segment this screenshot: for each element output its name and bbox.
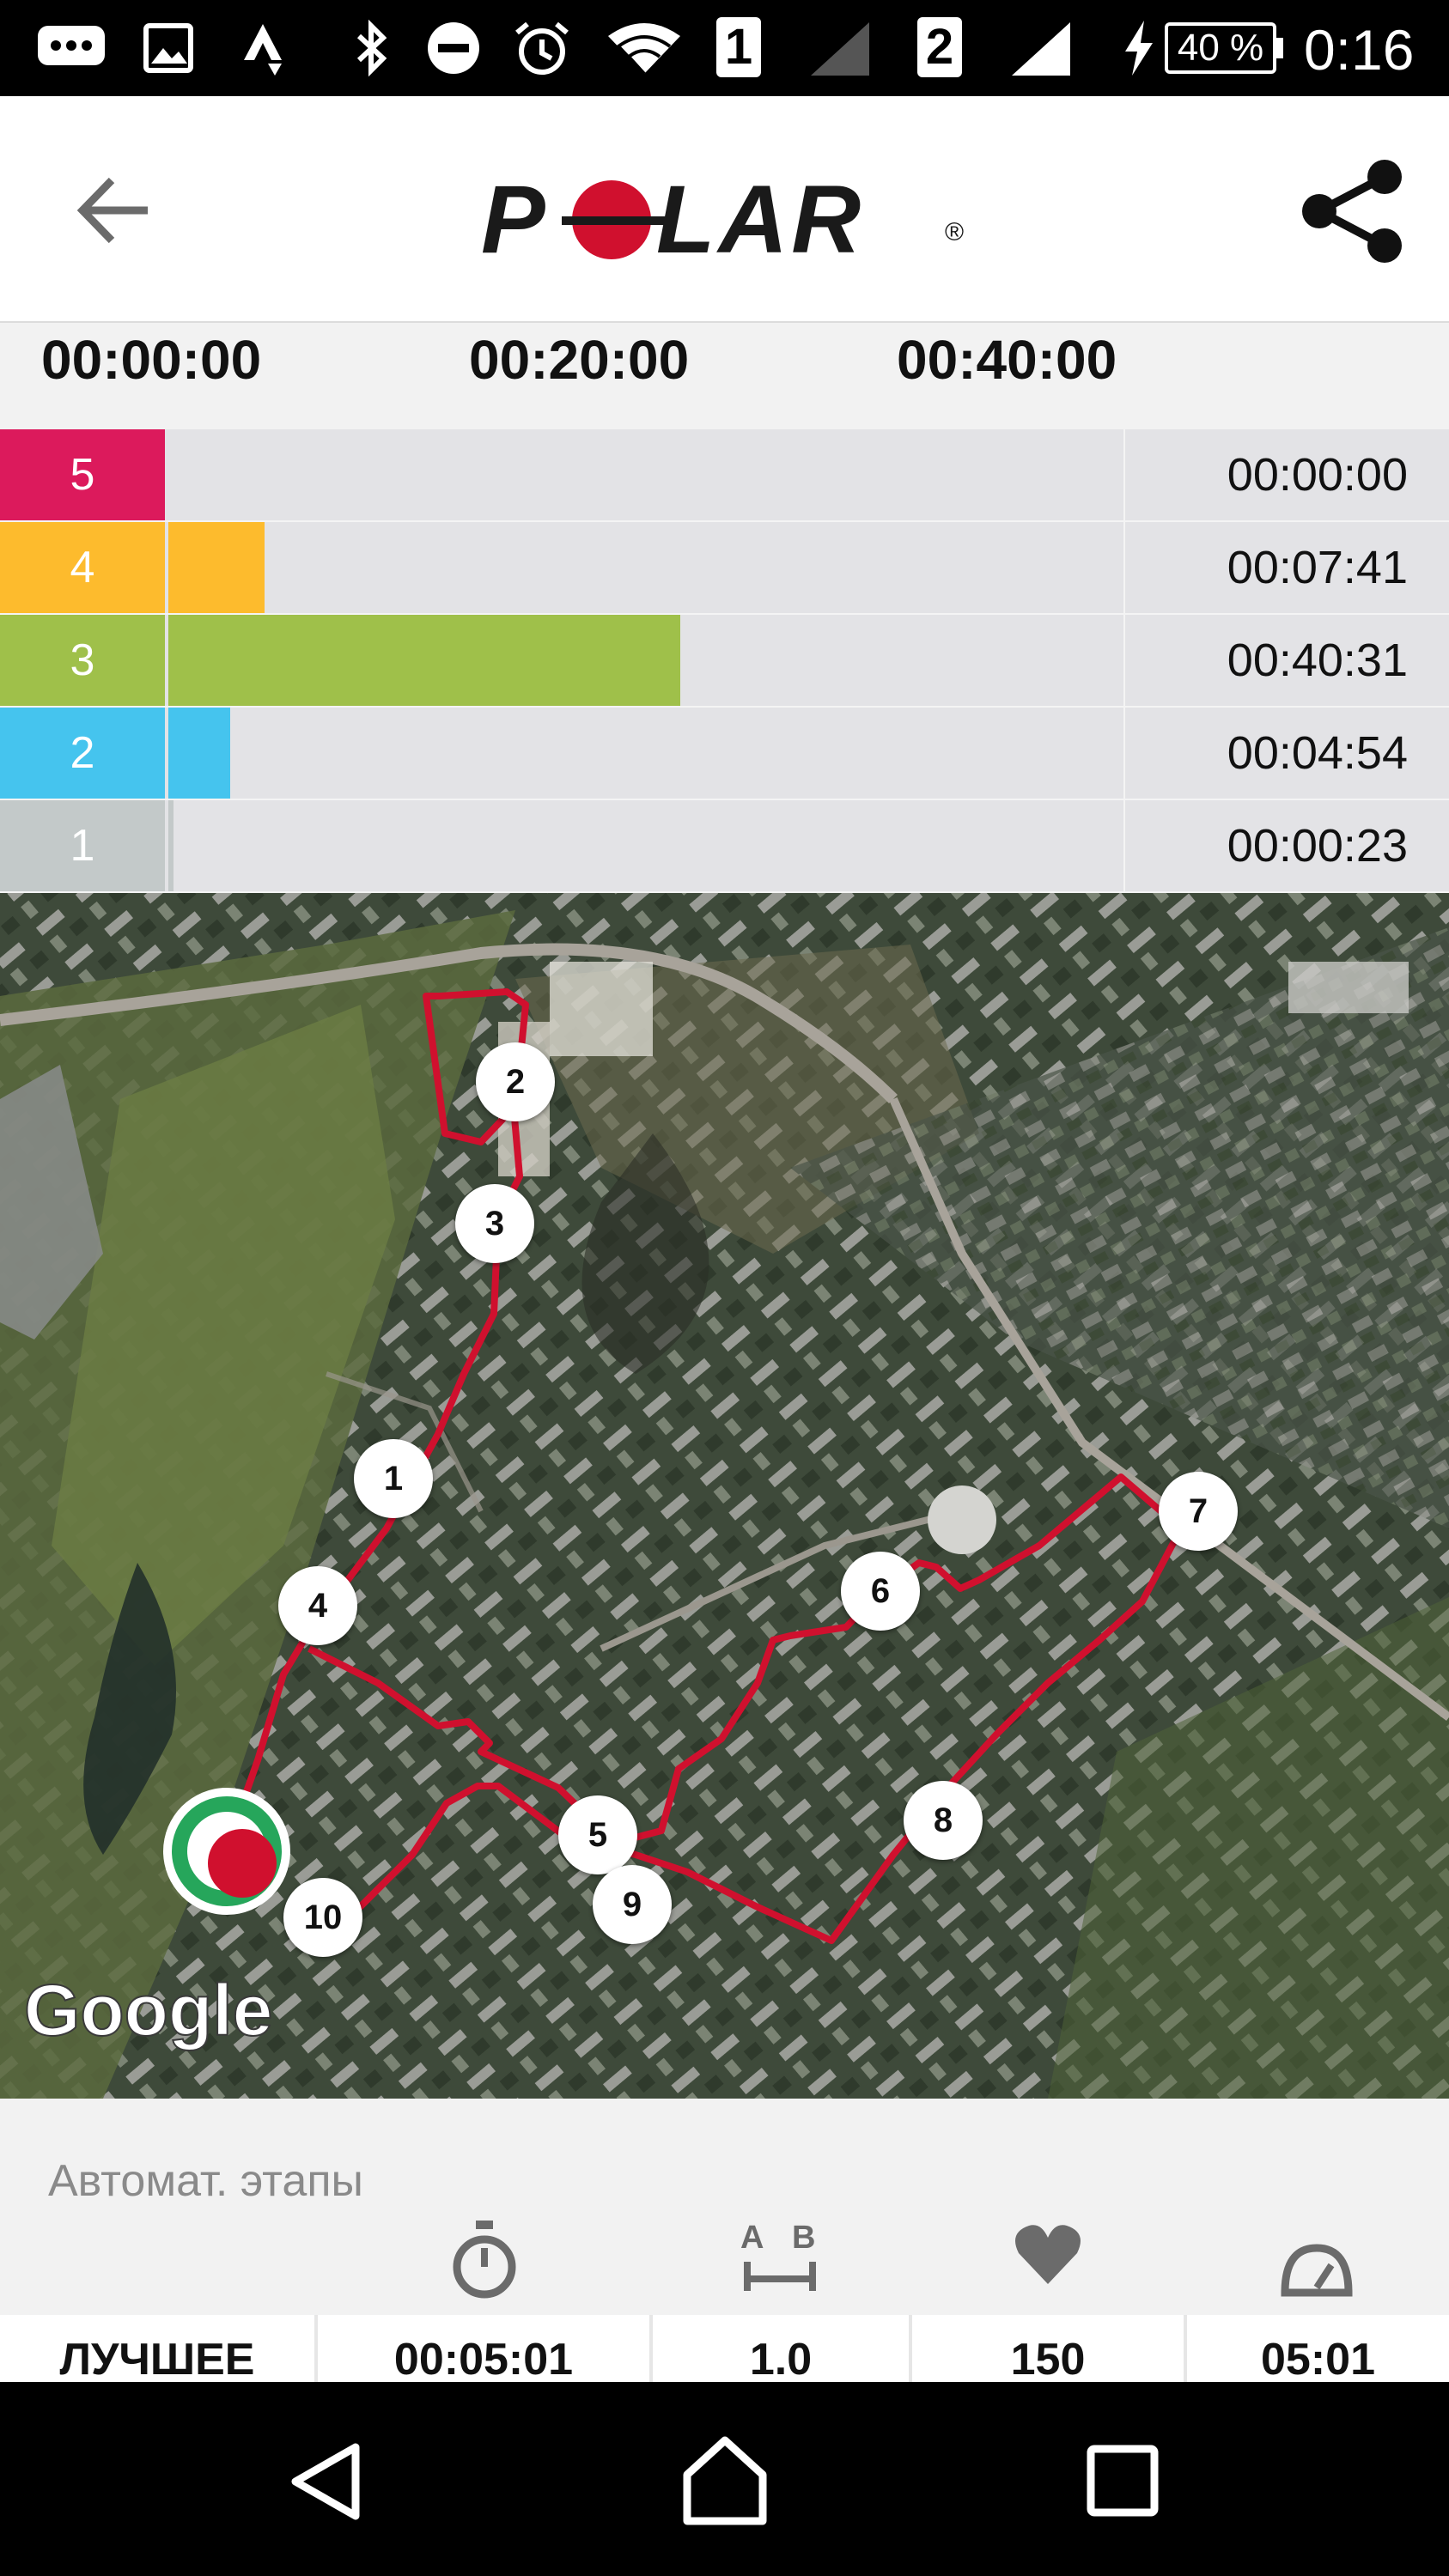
divider bbox=[649, 2315, 653, 2384]
heart-rate-zones: 5 00:00:00 4 00:07:41 3 00:40:31 2 00:04:54 1 00:… bbox=[0, 429, 1449, 893]
sim2-signal-icon bbox=[1012, 22, 1070, 76]
distance-ab-icon: A B bbox=[740, 2220, 816, 2291]
charging-icon bbox=[1125, 21, 1153, 76]
lap-best-heart-rate: 150 bbox=[1010, 2335, 1086, 2384]
zone-number: 1 bbox=[0, 800, 165, 891]
lap-marker-8[interactable]: 8 bbox=[904, 1781, 983, 1860]
svg-text:P: P bbox=[481, 166, 549, 271]
lap-best-pace: 05:01 bbox=[1261, 2335, 1375, 2384]
battery-tip bbox=[1276, 38, 1283, 58]
zone-time: 00:07:41 bbox=[1227, 542, 1408, 593]
zone-divider bbox=[1123, 708, 1125, 799]
zone-bar bbox=[168, 800, 174, 891]
polar-logo-graphic: P LAR bbox=[481, 166, 864, 273]
zone-bar bbox=[168, 522, 265, 613]
heart-icon bbox=[1015, 2225, 1081, 2284]
divider bbox=[314, 2315, 318, 2384]
lap-best-time: 00:05:01 bbox=[393, 2335, 574, 2384]
zone-number: 4 bbox=[0, 522, 165, 613]
divider bbox=[909, 2315, 912, 2384]
svg-text:A: A bbox=[740, 2220, 764, 2256]
svg-text:LAR: LAR bbox=[656, 166, 864, 271]
alarm-icon bbox=[515, 21, 569, 75]
zone-bar bbox=[168, 615, 680, 706]
divider bbox=[1184, 2315, 1187, 2384]
nav-back-icon[interactable] bbox=[283, 2439, 369, 2524]
sim1-badge: 1 bbox=[716, 17, 761, 77]
timeline-tick: 00:00:00 bbox=[41, 329, 262, 391]
timeline-tick: 00:40:00 bbox=[897, 329, 1117, 391]
map-satellite: Google bbox=[0, 893, 1449, 2099]
timeline-tick: 00:20:00 bbox=[469, 329, 690, 391]
lap-marker-7[interactable]: 7 bbox=[1159, 1472, 1238, 1551]
nav-recents-icon[interactable] bbox=[1084, 2442, 1161, 2519]
lap-best-row[interactable]: ЛУЧШЕЕ 00:05:01 1.0 150 05:01 bbox=[0, 2315, 1449, 2384]
sim2-badge: 2 bbox=[917, 17, 962, 77]
auto-laps-section: Автомат. этапы A B ЛУЧШЕЕ 00:05:01 1.0 1… bbox=[0, 2099, 1449, 2384]
arrow-back-icon[interactable] bbox=[74, 173, 153, 247]
do-not-disturb-icon bbox=[428, 22, 479, 74]
share-icon[interactable] bbox=[1299, 158, 1405, 264]
wifi-icon bbox=[608, 23, 680, 76]
lap-marker-3[interactable]: 3 bbox=[455, 1184, 534, 1263]
clock: 0:16 bbox=[1304, 18, 1415, 82]
lap-best-label: ЛУЧШЕЕ bbox=[59, 2335, 255, 2384]
pace-gauge-icon bbox=[1281, 2244, 1353, 2297]
timeline-header: 00:00:00 00:20:00 00:40:00 bbox=[0, 323, 1449, 429]
battery-icon: 40 % bbox=[1165, 22, 1276, 74]
laps-title: Автомат. этапы bbox=[48, 2156, 363, 2206]
bluetooth-icon bbox=[356, 19, 387, 77]
route-map[interactable]: Google 1 2 3 4 5 6 7 8 9 10 bbox=[0, 893, 1449, 2099]
zone-row: 3 00:40:31 bbox=[0, 615, 1449, 708]
messages-icon bbox=[38, 26, 105, 65]
status-bar: 1 2 40 % 0:16 bbox=[0, 0, 1449, 96]
lap-marker-2[interactable]: 2 bbox=[476, 1042, 555, 1121]
zone-row: 5 00:00:00 bbox=[0, 429, 1449, 522]
zone-divider bbox=[1123, 429, 1125, 520]
zone-time: 00:00:00 bbox=[1227, 449, 1408, 501]
zone-number: 3 bbox=[0, 615, 165, 706]
zone-number: 2 bbox=[0, 708, 165, 799]
navigation-bar bbox=[0, 2382, 1449, 2576]
start-marker[interactable] bbox=[163, 1788, 290, 1915]
zone-bar bbox=[168, 708, 230, 799]
lap-marker-10[interactable]: 10 bbox=[283, 1878, 362, 1957]
stopwatch-icon bbox=[453, 2221, 516, 2299]
strava-icon bbox=[244, 24, 282, 76]
zone-row: 2 00:04:54 bbox=[0, 708, 1449, 800]
nav-home-icon[interactable] bbox=[680, 2433, 770, 2528]
app-bar: P LAR ® bbox=[0, 96, 1449, 323]
google-attribution: Google bbox=[24, 1970, 272, 2050]
gallery-icon bbox=[143, 23, 193, 73]
zone-row: 4 00:07:41 bbox=[0, 522, 1449, 615]
registered-mark: ® bbox=[945, 218, 965, 246]
lap-best-distance: 1.0 bbox=[749, 2335, 813, 2384]
lap-marker-1[interactable]: 1 bbox=[354, 1439, 433, 1518]
zone-divider bbox=[1123, 615, 1125, 706]
zone-row: 1 00:00:23 bbox=[0, 800, 1449, 893]
lap-marker-6[interactable]: 6 bbox=[841, 1552, 920, 1631]
zone-divider bbox=[1123, 522, 1125, 613]
svg-text:B: B bbox=[792, 2220, 815, 2256]
lap-marker-4[interactable]: 4 bbox=[278, 1566, 357, 1645]
zone-divider bbox=[1123, 800, 1125, 891]
lap-marker-9[interactable]: 9 bbox=[593, 1865, 672, 1944]
polar-logo: P LAR ® bbox=[481, 160, 979, 273]
sim1-signal-icon bbox=[811, 22, 869, 76]
zone-number: 5 bbox=[0, 429, 165, 520]
zone-time: 00:04:54 bbox=[1227, 727, 1408, 779]
lap-marker-5[interactable]: 5 bbox=[558, 1795, 637, 1874]
zone-time: 00:40:31 bbox=[1227, 635, 1408, 686]
zone-time: 00:00:23 bbox=[1227, 820, 1408, 872]
